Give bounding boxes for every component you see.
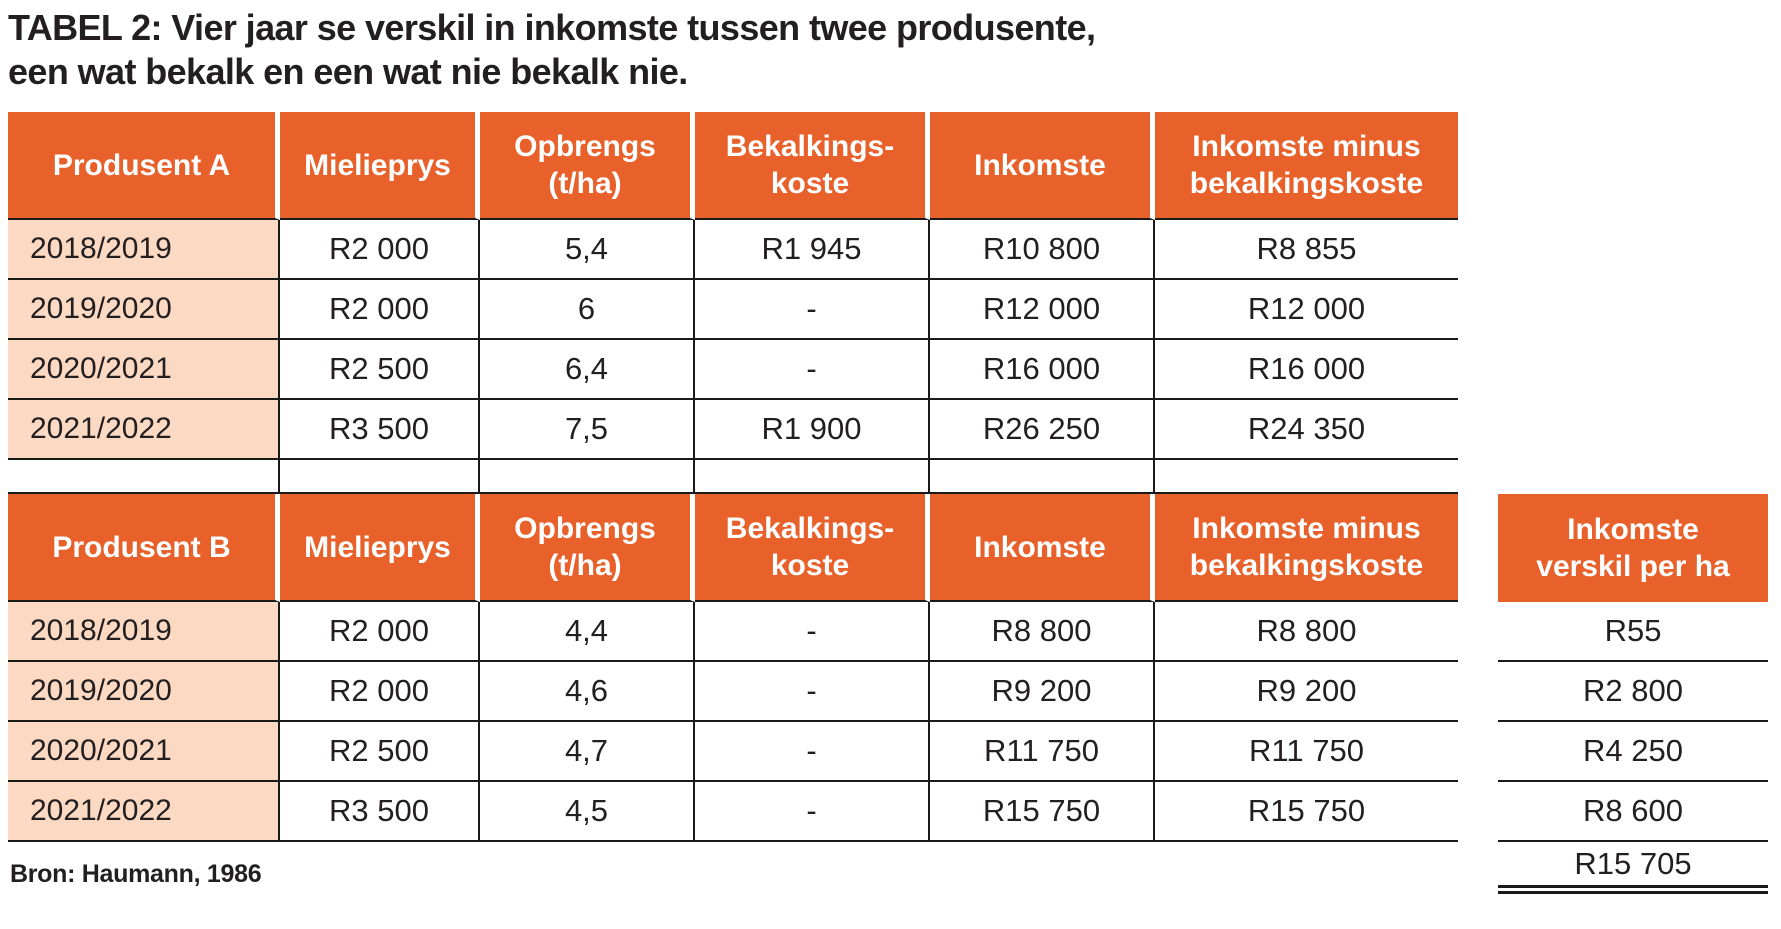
main-tables: Produsent A Mielieprys Opbrengs (t/ha) B…	[8, 112, 1458, 842]
table-a-header-inkomste-minus: Inkomste minus bekalkingskoste	[1155, 112, 1458, 220]
spacer-cell	[8, 460, 280, 494]
spacer-cell	[480, 460, 695, 494]
table-b-header-opbrengs: Opbrengs (t/ha)	[480, 494, 695, 602]
table-b-year-cell: 2021/2022	[8, 782, 280, 842]
spacer-cell	[280, 460, 480, 494]
table-a-cell: R2 000	[280, 280, 480, 340]
table-a-cell: R10 800	[930, 220, 1155, 280]
table-a-cell: -	[695, 280, 930, 340]
table-a-year-cell: 2018/2019	[8, 220, 280, 280]
table-a-cell: 7,5	[480, 400, 695, 460]
table-b-cell: 4,6	[480, 662, 695, 722]
table-b-cell: 4,7	[480, 722, 695, 782]
table-b-cell: R2 500	[280, 722, 480, 782]
table-a-header-opbrengs: Opbrengs (t/ha)	[480, 112, 695, 220]
diff-column-header: Inkomste verskil per ha	[1498, 494, 1768, 602]
table-b-header-produsent: Produsent B	[8, 494, 280, 602]
table-a-cell: -	[695, 340, 930, 400]
table-a-cell: R2 500	[280, 340, 480, 400]
table-a-cell: R12 000	[1155, 280, 1458, 340]
title-line-2: een wat bekalk en een wat nie bekalk nie…	[8, 51, 688, 92]
table-b-cell: -	[695, 602, 930, 662]
table-a-header-mielieprys: Mielieprys	[280, 112, 480, 220]
table-b-year-cell: 2019/2020	[8, 662, 280, 722]
table-b-cell: R15 750	[930, 782, 1155, 842]
table-b-cell: R3 500	[280, 782, 480, 842]
table-a-cell: R3 500	[280, 400, 480, 460]
diff-value: R2 800	[1498, 662, 1768, 722]
diff-value: R8 600	[1498, 782, 1768, 842]
table-produsent-b: Produsent B Mielieprys Opbrengs (t/ha) B…	[8, 494, 1458, 842]
table-b-cell: 4,5	[480, 782, 695, 842]
table-b-cell: -	[695, 662, 930, 722]
table-b-cell: R11 750	[930, 722, 1155, 782]
table-b-cell: R8 800	[930, 602, 1155, 662]
income-difference-column: Inkomste verskil per ha R55 R2 800 R4 25…	[1498, 494, 1768, 894]
table-b-cell: 4,4	[480, 602, 695, 662]
spacer-cell	[1155, 460, 1458, 494]
table-a-header-inkomste: Inkomste	[930, 112, 1155, 220]
table-b-cell: R11 750	[1155, 722, 1458, 782]
table-b-header-bekalkingskoste: Bekalkings- koste	[695, 494, 930, 602]
table-a-year-cell: 2019/2020	[8, 280, 280, 340]
table-b-header-inkomste-minus: Inkomste minus bekalkingskoste	[1155, 494, 1458, 602]
table-a-cell: R24 350	[1155, 400, 1458, 460]
page-title: TABEL 2: Vier jaar se verskil in inkomst…	[8, 6, 1096, 94]
table-b-cell: -	[695, 782, 930, 842]
table-b-year-cell: 2018/2019	[8, 602, 280, 662]
table-b-cell: R8 800	[1155, 602, 1458, 662]
table-b-cell: R9 200	[930, 662, 1155, 722]
table-a-cell: R2 000	[280, 220, 480, 280]
source-note: Bron: Haumann, 1986	[10, 860, 262, 888]
title-line-1: TABEL 2: Vier jaar se verskil in inkomst…	[8, 7, 1096, 48]
table-b-cell: R9 200	[1155, 662, 1458, 722]
table-a-cell: R1 900	[695, 400, 930, 460]
table-b-header-inkomste: Inkomste	[930, 494, 1155, 602]
diff-value: R55	[1498, 602, 1768, 662]
table-a-cell: 6	[480, 280, 695, 340]
table-a-cell: R12 000	[930, 280, 1155, 340]
table-b-header-mielieprys: Mielieprys	[280, 494, 480, 602]
table-a-year-cell: 2021/2022	[8, 400, 280, 460]
table-a-cell: 5,4	[480, 220, 695, 280]
table-b-year-cell: 2020/2021	[8, 722, 280, 782]
table-a-cell: R16 000	[1155, 340, 1458, 400]
table-a-cell: R16 000	[930, 340, 1155, 400]
table-a-cell: R8 855	[1155, 220, 1458, 280]
spacer-cell	[930, 460, 1155, 494]
diff-value: R4 250	[1498, 722, 1768, 782]
table-a-cell: R1 945	[695, 220, 930, 280]
table-a-cell: R26 250	[930, 400, 1155, 460]
diff-total-value: R15 705	[1498, 842, 1768, 894]
spacer-cell	[695, 460, 930, 494]
table-b-cell: R2 000	[280, 662, 480, 722]
table-a-header-produsent: Produsent A	[8, 112, 280, 220]
table-a-cell: 6,4	[480, 340, 695, 400]
table-produsent-a: Produsent A Mielieprys Opbrengs (t/ha) B…	[8, 112, 1458, 494]
table-b-cell: -	[695, 722, 930, 782]
table-a-header-bekalkingskoste: Bekalkings- koste	[695, 112, 930, 220]
table-b-cell: R2 000	[280, 602, 480, 662]
table-a-year-cell: 2020/2021	[8, 340, 280, 400]
table-b-cell: R15 750	[1155, 782, 1458, 842]
